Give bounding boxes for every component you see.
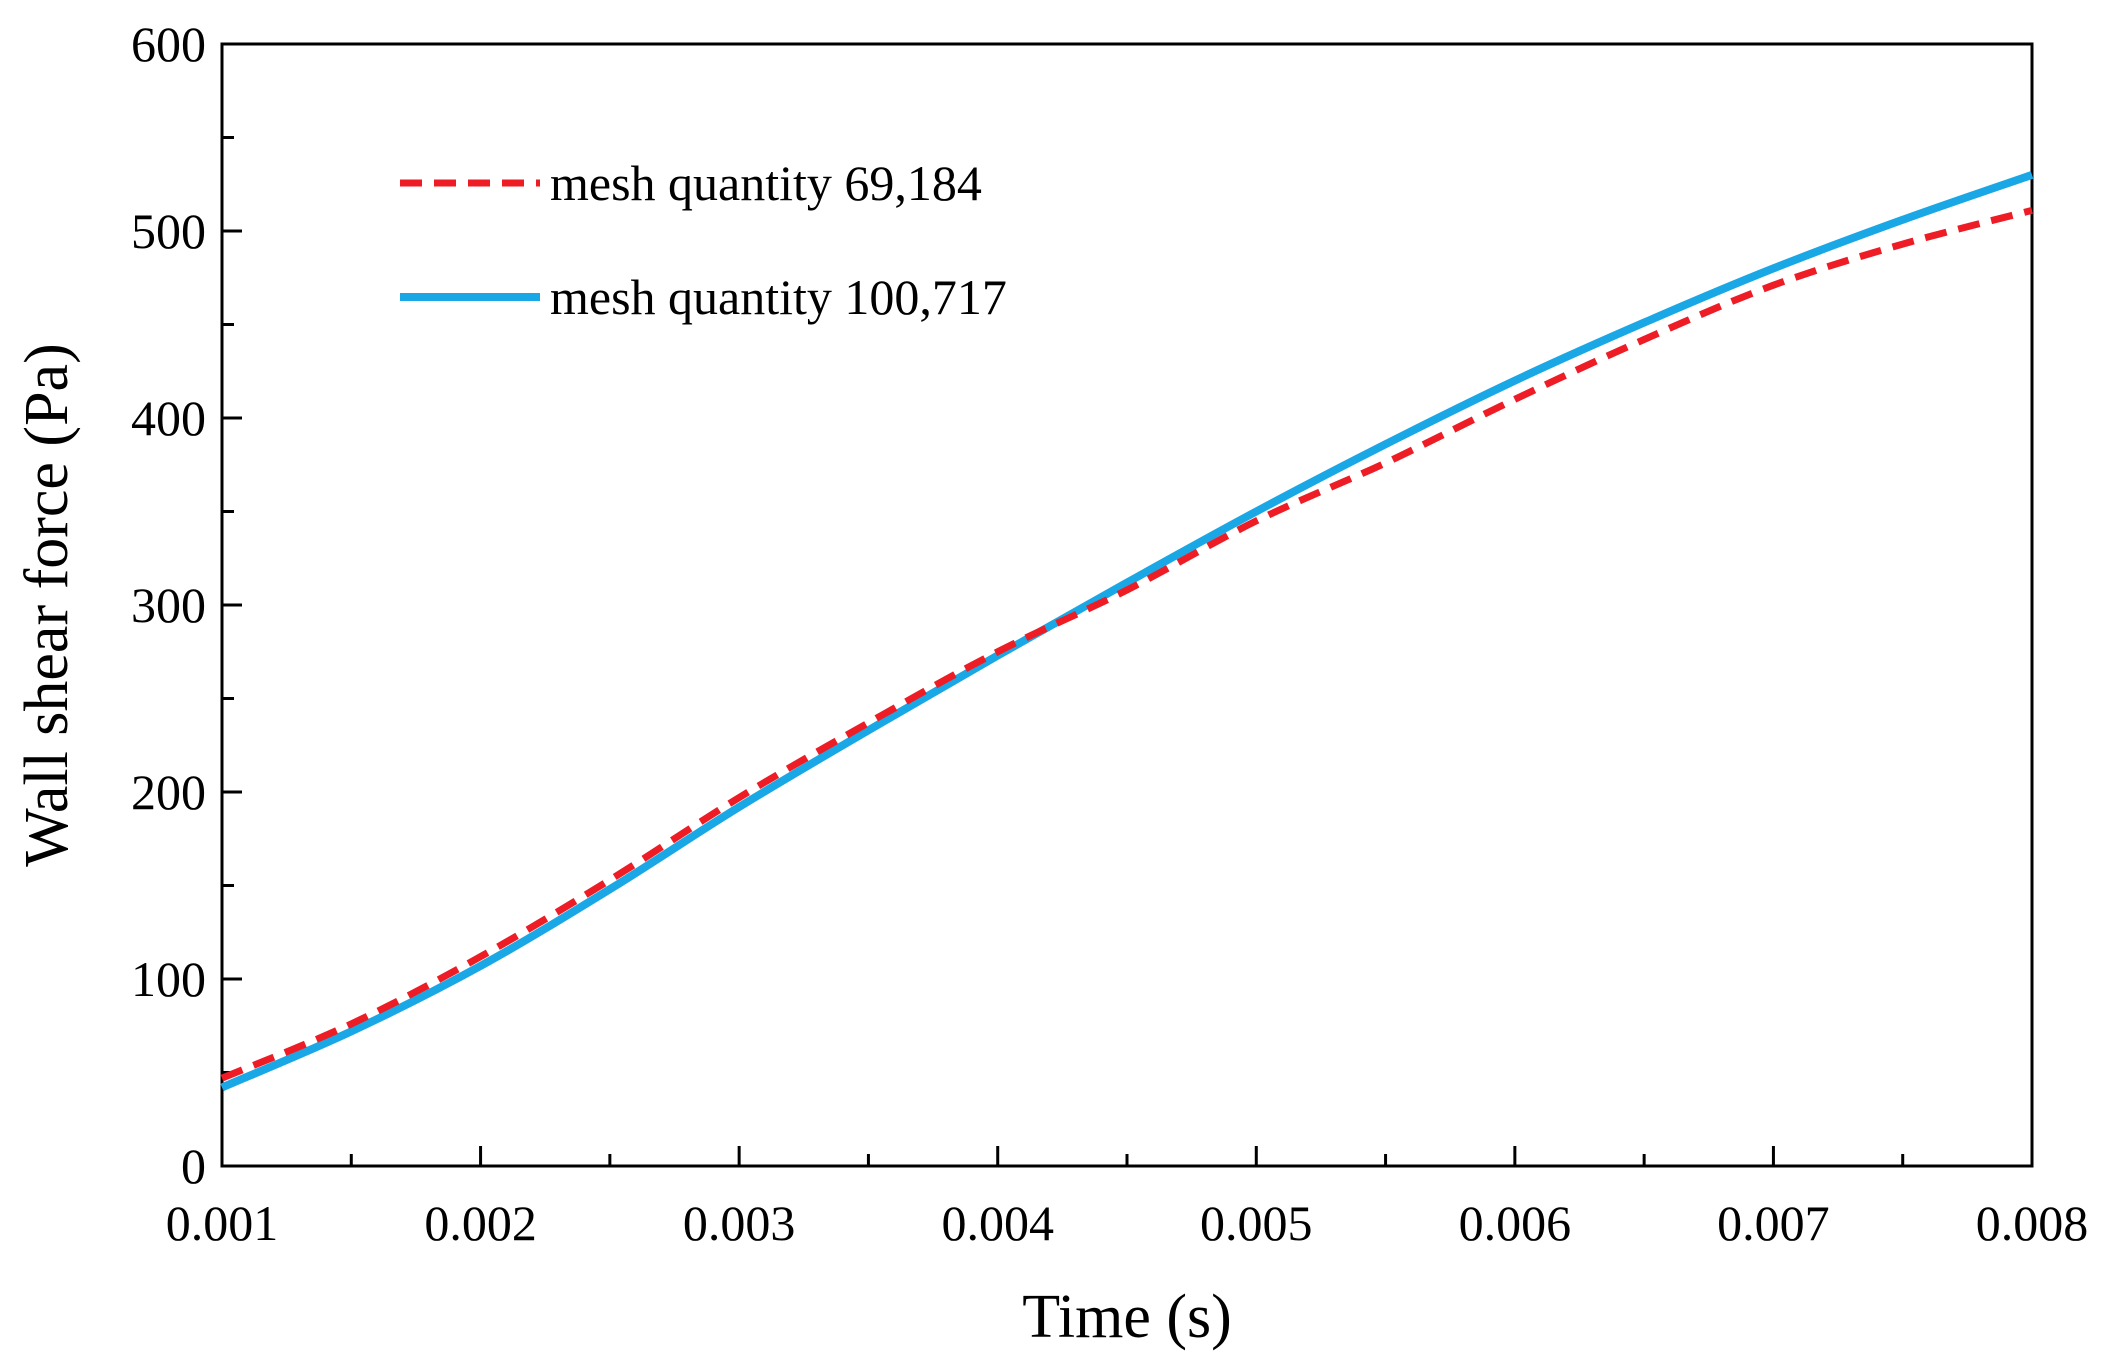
legend-label-1: mesh quantity 69,184	[550, 155, 982, 211]
x-tick-label: 0.006	[1459, 1195, 1572, 1251]
y-tick-label: 300	[131, 577, 206, 633]
x-tick-label: 0.004	[941, 1195, 1054, 1251]
x-tick-label: 0.008	[1976, 1195, 2089, 1251]
legend: mesh quantity 69,184 mesh quantity 100,71…	[400, 155, 1007, 325]
series-layer	[220, 171, 2034, 1092]
y-tick-label: 200	[131, 764, 206, 820]
series-line-2	[220, 171, 2034, 1092]
legend-label-2: mesh quantity 100,717	[550, 269, 1007, 325]
x-tick-label: 0.005	[1200, 1195, 1313, 1251]
x-axis-title: Time (s)	[1022, 1283, 1232, 1351]
y-axis-title: Wall shear force (Pa)	[13, 343, 81, 866]
x-tick-label: 0.007	[1717, 1195, 1830, 1251]
y-tick-label: 500	[131, 203, 206, 259]
y-tick-label: 100	[131, 951, 206, 1007]
y-tick-label: 400	[131, 390, 206, 446]
series-line-1	[220, 207, 2033, 1082]
x-tick-label: 0.002	[424, 1195, 537, 1251]
y-axis: 0 100 200 300 400 500 600	[131, 16, 242, 1194]
x-axis: 0.001 0.002 0.003 0.004 0.005 0.006 0.007 0.008	[166, 1146, 2089, 1251]
y-tick-label: 600	[131, 16, 206, 72]
x-tick-label: 0.003	[683, 1195, 796, 1251]
plot-area-frame	[220, 42, 2034, 1168]
x-tick-label: 0.001	[166, 1195, 279, 1251]
y-tick-label: 0	[181, 1138, 206, 1194]
